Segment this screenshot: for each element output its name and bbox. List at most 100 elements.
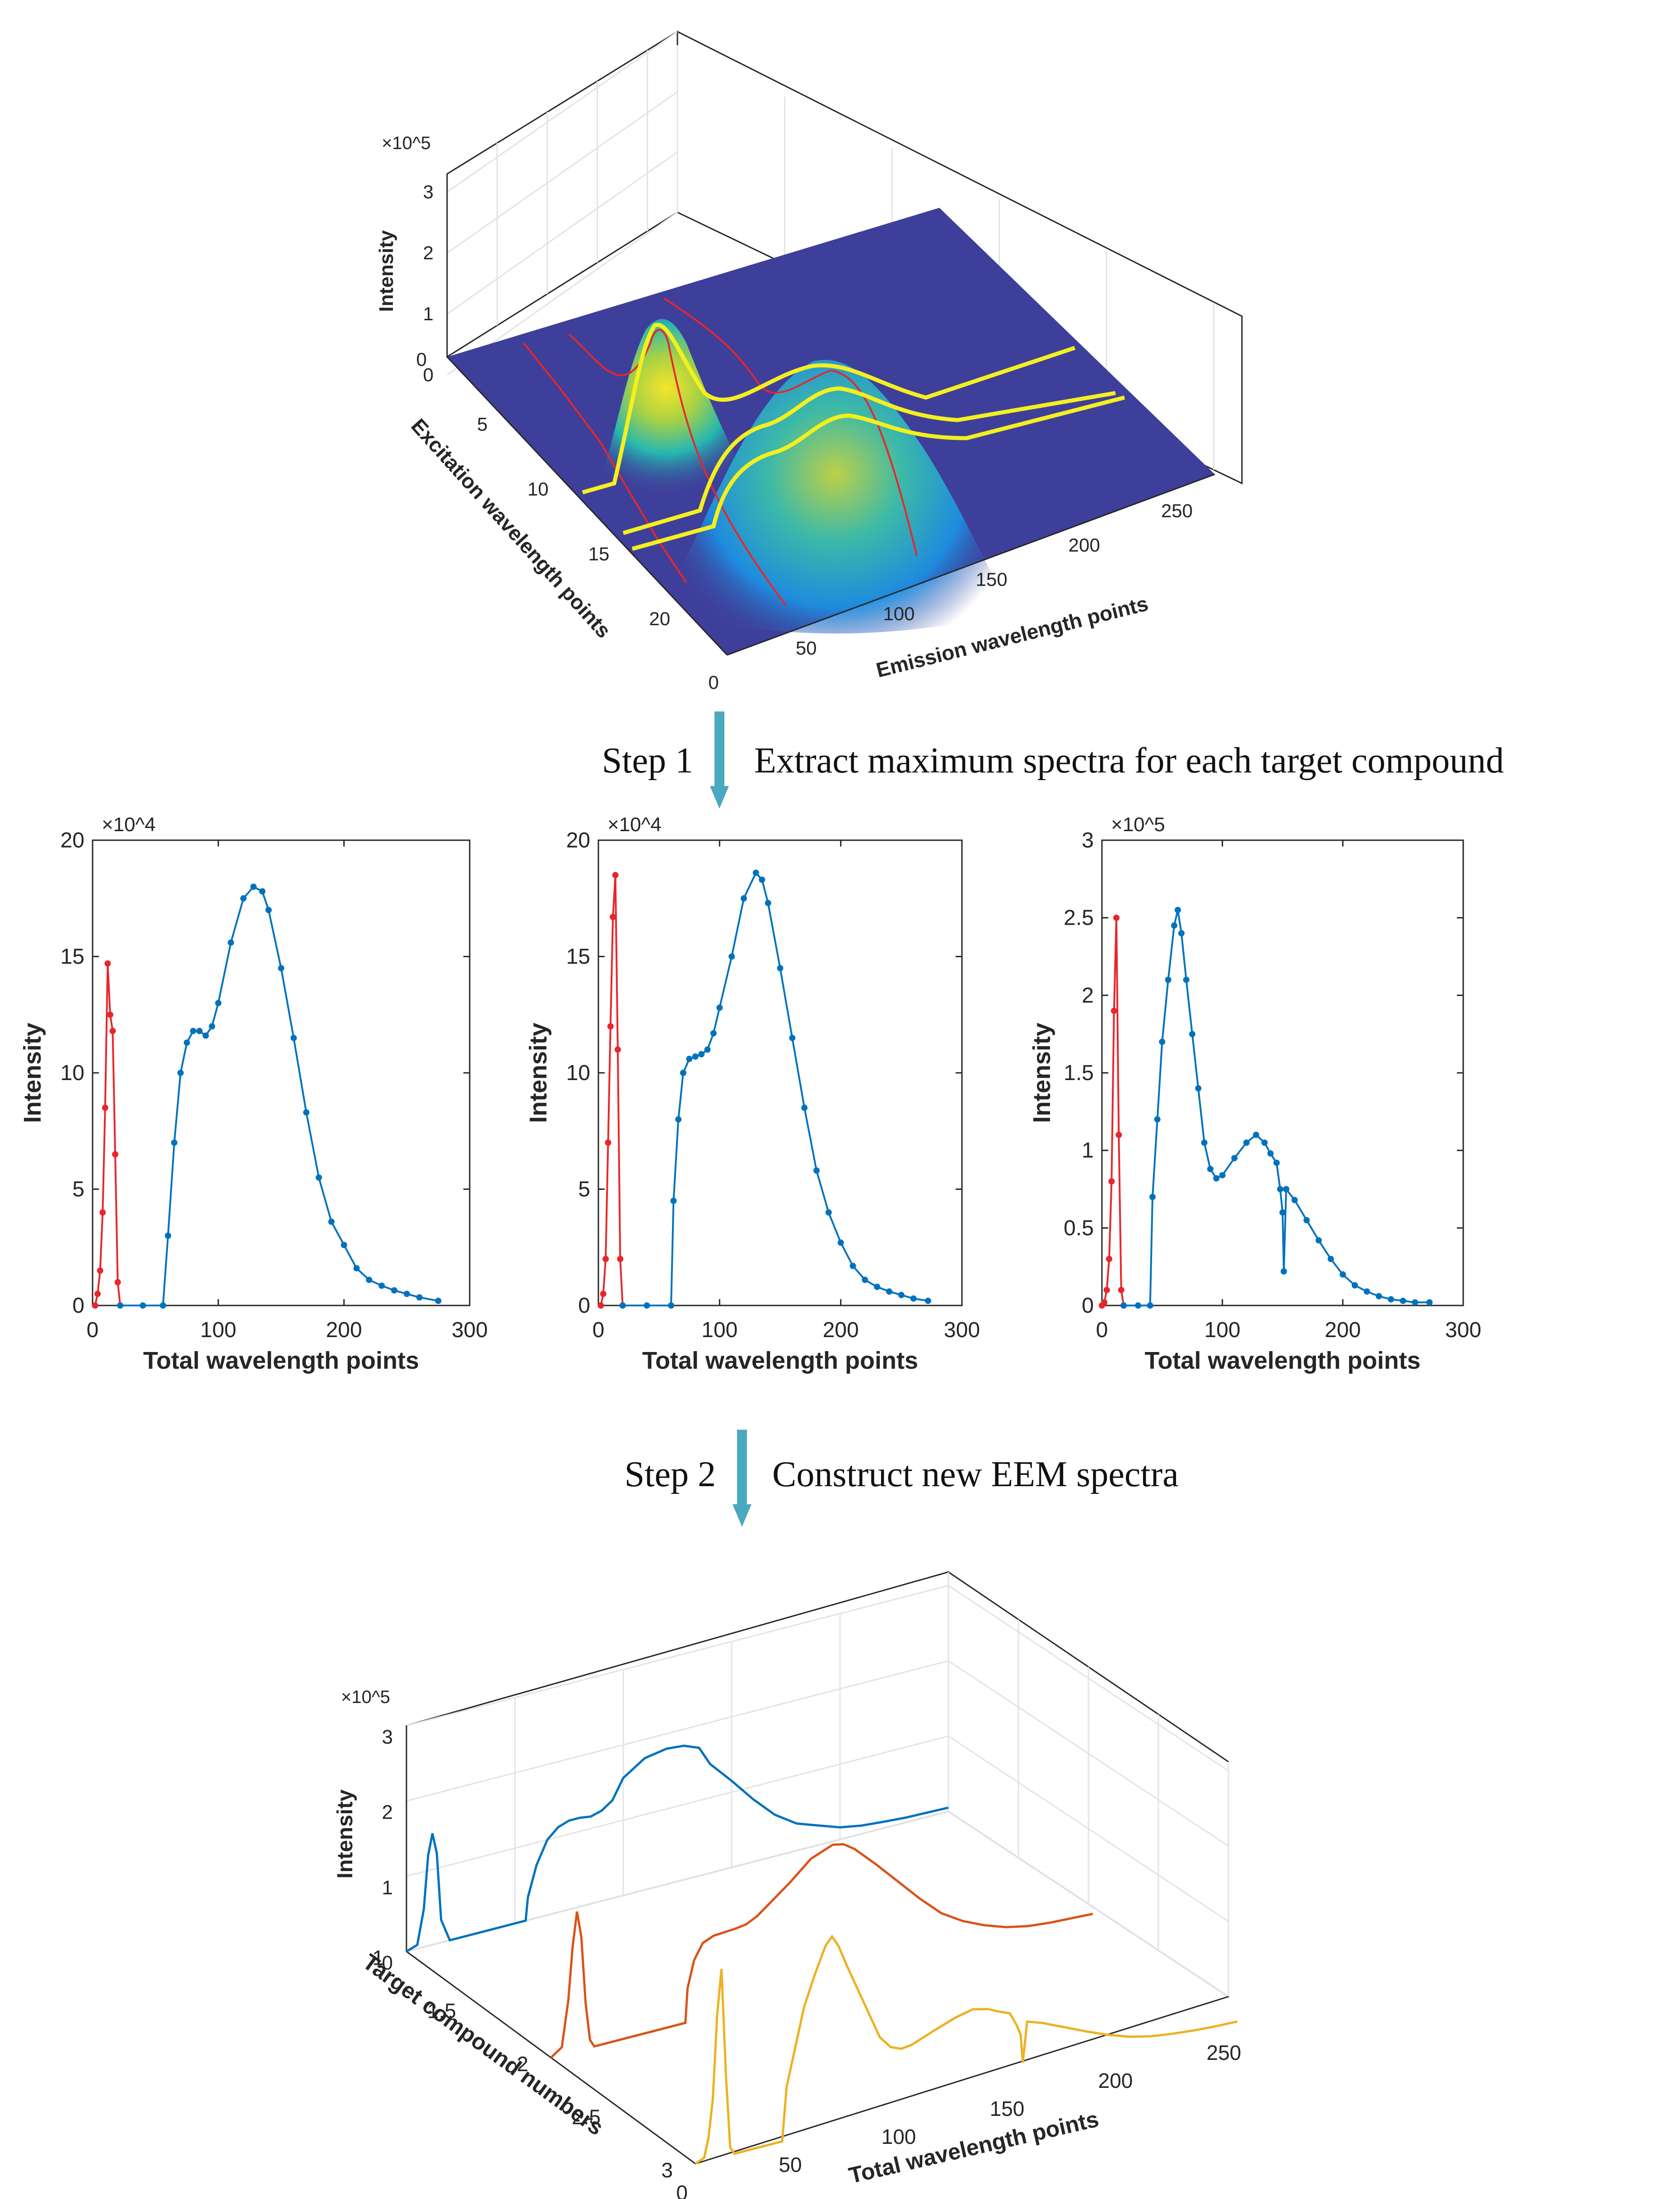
- z-tick-label: 2: [382, 1801, 393, 1824]
- x-tick-label: 0: [708, 672, 719, 693]
- data-point: [1339, 1271, 1346, 1278]
- step-1-arrow-shaft: [714, 711, 724, 786]
- data-point: [612, 872, 619, 879]
- excitation-trace-3: [663, 297, 918, 556]
- data-point: [765, 900, 771, 906]
- data-point: [202, 1032, 209, 1039]
- constructed-series: [406, 1745, 1238, 2165]
- data-point: [1147, 1302, 1153, 1309]
- z-tick-label: 1: [382, 1876, 393, 1899]
- data-point: [1108, 1178, 1115, 1185]
- step-1-arrow-head: [710, 786, 729, 809]
- x-tick-label: 50: [779, 2153, 802, 2176]
- y-tick-label: 2: [517, 2052, 528, 2076]
- y-tick-label: 2.5: [572, 2105, 601, 2129]
- data-point: [605, 1139, 611, 1146]
- y-tick-label: 15: [566, 945, 590, 969]
- data-point: [316, 1174, 322, 1181]
- step-1: Step 1 Extract maximum spectra for each …: [602, 711, 1504, 809]
- grid-line: [447, 91, 678, 254]
- y-axis-label: Intensity: [19, 1023, 46, 1123]
- x-tick-label: 150: [990, 2097, 1025, 2120]
- z-tick-label: 3: [382, 1726, 393, 1748]
- data-point: [602, 1256, 609, 1262]
- data-point: [752, 870, 759, 876]
- data-point: [228, 939, 234, 946]
- x-tick-label: 300: [944, 1318, 980, 1342]
- x-tick-label: 100: [883, 603, 915, 624]
- y-tick-label: 5: [477, 413, 487, 435]
- series-line-red: [1101, 917, 1125, 1306]
- data-point: [190, 1028, 196, 1034]
- data-point: [1213, 1175, 1220, 1182]
- y-tick-label: 0: [578, 1294, 590, 1318]
- data-point: [1273, 1160, 1280, 1166]
- data-point: [177, 1070, 184, 1076]
- x-tick-label: 250: [1161, 500, 1193, 521]
- grid-line: [406, 1735, 949, 1877]
- grid-line: [447, 31, 678, 193]
- plot-frame: [597, 839, 963, 1306]
- data-point: [196, 1028, 203, 1034]
- data-point: [849, 1263, 856, 1269]
- step-1-text: Extract maximum spectra for each target …: [754, 741, 1504, 781]
- data-point: [1426, 1299, 1433, 1306]
- data-point: [1283, 1186, 1289, 1193]
- data-point: [759, 876, 765, 883]
- x-tick-label: 150: [976, 569, 1008, 590]
- data-point: [290, 1034, 297, 1041]
- data-point: [1149, 1193, 1156, 1200]
- data-point: [1159, 1039, 1166, 1045]
- data-point: [416, 1294, 423, 1301]
- x-tick-label: 100: [701, 1318, 737, 1342]
- data-point: [240, 895, 247, 902]
- data-point: [698, 1051, 705, 1057]
- data-point: [644, 1302, 650, 1309]
- data-point: [825, 1209, 832, 1216]
- data-point: [104, 960, 111, 967]
- x-axis-label: Total wavelength points: [1144, 1347, 1420, 1374]
- grid-line: [406, 1660, 949, 1802]
- data-point: [670, 1198, 677, 1204]
- y-axis-label: Intensity: [1028, 1023, 1055, 1123]
- data-point: [328, 1218, 335, 1225]
- data-point: [675, 1116, 682, 1123]
- x-tick-label: 0: [676, 2181, 688, 2199]
- constructed-series-yellow: [695, 1934, 1238, 2165]
- data-point: [1388, 1296, 1394, 1303]
- data-point: [924, 1297, 931, 1304]
- x-tick-label: 100: [882, 2125, 916, 2148]
- data-point: [1291, 1197, 1298, 1203]
- data-point: [1400, 1297, 1406, 1304]
- data-point: [704, 1046, 711, 1053]
- z-tick-label: 3: [423, 181, 434, 202]
- data-point: [710, 1030, 717, 1037]
- x-tick-label: 200: [823, 1318, 859, 1342]
- constructed-series-blue: [406, 1745, 949, 1953]
- x-tick-label: 0: [1096, 1318, 1108, 1342]
- data-point: [1376, 1293, 1382, 1300]
- data-point: [366, 1277, 373, 1283]
- data-point: [1195, 1085, 1202, 1092]
- data-point: [862, 1277, 868, 1283]
- data-point: [668, 1302, 674, 1309]
- data-point: [209, 1023, 215, 1029]
- data-point: [112, 1151, 119, 1158]
- data-point: [813, 1167, 820, 1174]
- back-wall-left-e: [406, 1571, 949, 1952]
- data-point: [1101, 1299, 1108, 1306]
- data-point: [619, 1302, 626, 1309]
- y-tick-label: 2.5: [1064, 906, 1094, 930]
- data-point: [1316, 1237, 1322, 1244]
- data-point: [1279, 1209, 1286, 1216]
- step-2-arrow-shaft: [737, 1430, 747, 1504]
- step-2-arrow-head: [733, 1504, 751, 1527]
- data-point: [1171, 922, 1177, 929]
- grid-line: [447, 151, 678, 315]
- axis-edge-excitation: [446, 356, 728, 656]
- data-point: [607, 1023, 614, 1029]
- data-point: [341, 1242, 347, 1249]
- constructed-exponent: ×10^5: [341, 1687, 390, 1707]
